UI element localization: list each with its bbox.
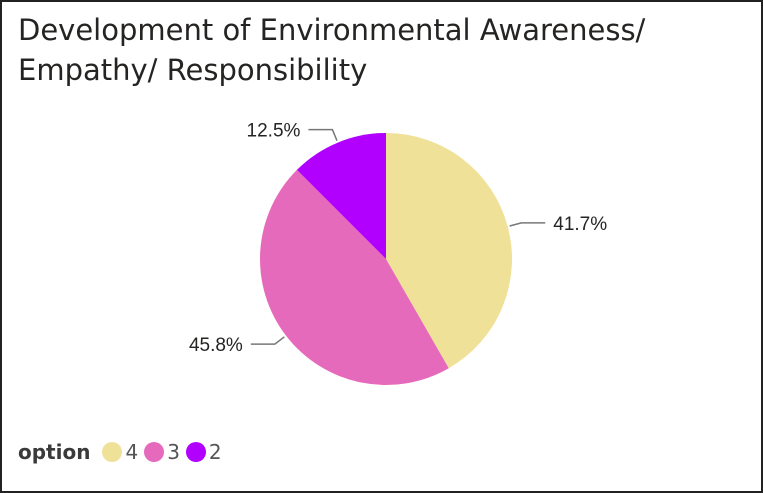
- data-label-4: 41.7%: [553, 214, 607, 235]
- legend: option 4 3 2: [18, 440, 228, 464]
- legend-label: 4: [125, 440, 139, 464]
- leader-line-2: [308, 128, 338, 142]
- legend-label: 2: [208, 440, 222, 464]
- pie-slice-3[interactable]: [259, 169, 449, 386]
- legend-item-2[interactable]: 2: [185, 440, 222, 464]
- leader-line-3: [250, 336, 285, 345]
- legend-label: 3: [167, 440, 180, 464]
- legend-title: option: [18, 440, 91, 464]
- legend-item-4[interactable]: 4: [102, 440, 138, 464]
- leader-line-4: [509, 222, 546, 227]
- chart-title: Development of Environmental Awareness/ …: [18, 13, 646, 87]
- legend-swatch: [185, 442, 206, 462]
- legend-swatch: [144, 442, 165, 462]
- legend-swatch: [102, 442, 123, 462]
- pie-slice-4[interactable]: [386, 133, 513, 369]
- pie-slice-2[interactable]: [296, 133, 386, 259]
- data-label-3: 45.8%: [189, 335, 243, 356]
- legend-item-3[interactable]: 3: [144, 440, 180, 464]
- data-label-2: 12.5%: [247, 121, 301, 142]
